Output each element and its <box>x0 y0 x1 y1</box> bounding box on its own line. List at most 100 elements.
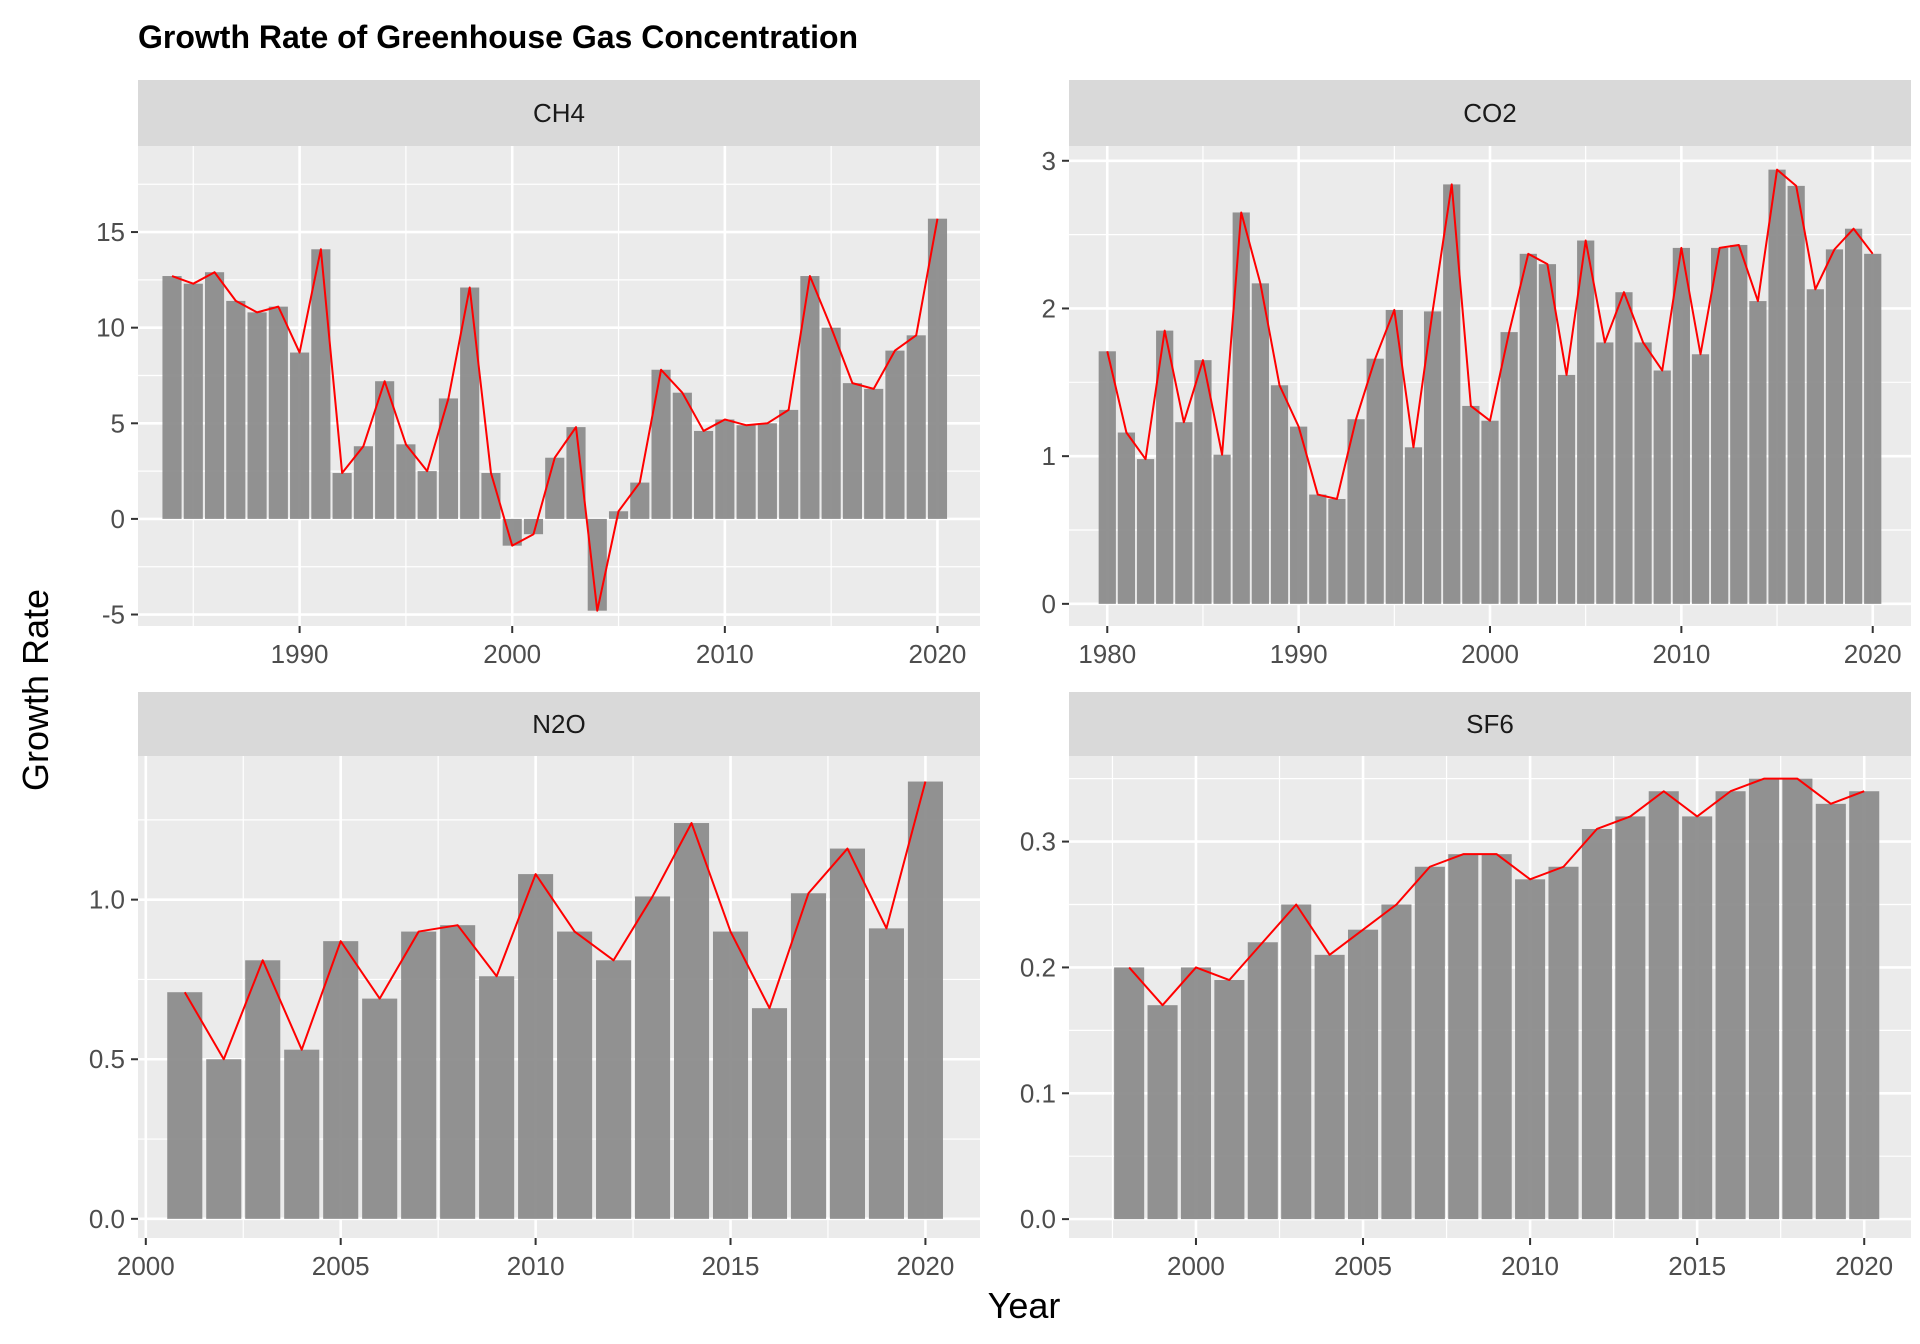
bar-co2-2020 <box>1864 253 1882 604</box>
bar-ch4-2017 <box>864 388 884 519</box>
bar-ch4-2000 <box>502 518 522 546</box>
bar-co2-2011 <box>1691 354 1710 604</box>
y-tick-label: 15 <box>96 217 125 247</box>
strip-sf6 <box>1069 692 1911 756</box>
bar-n2o-2019 <box>868 928 904 1219</box>
bar-co2-1993 <box>1347 419 1365 604</box>
bar-sf6-2002 <box>1247 942 1278 1220</box>
bar-sf6-2003 <box>1281 904 1312 1220</box>
x-tick-label: 2005 <box>312 1251 370 1281</box>
strip-label-ch4: CH4 <box>533 98 585 128</box>
bar-co2-2010 <box>1672 247 1690 604</box>
bar-co2-2019 <box>1844 228 1863 604</box>
bar-sf6-2014 <box>1648 791 1679 1220</box>
strip-co2 <box>1069 80 1911 146</box>
bar-sf6-1998 <box>1114 967 1145 1220</box>
bar-co2-1981 <box>1117 432 1136 604</box>
x-tick-label: 1990 <box>1270 639 1328 669</box>
y-axis-title: Growth Rate <box>15 589 56 791</box>
y-tick-label: 2 <box>1042 293 1056 323</box>
bar-co2-2001 <box>1500 332 1518 604</box>
bar-co2-2017 <box>1806 289 1824 604</box>
y-tick-label: 5 <box>111 408 125 438</box>
y-tick-label: 0.1 <box>1020 1078 1056 1108</box>
x-tick-label: 2010 <box>1652 639 1710 669</box>
bar-sf6-2010 <box>1515 879 1546 1220</box>
bar-n2o-2008 <box>440 925 476 1219</box>
bar-co2-2005 <box>1577 240 1595 604</box>
bar-ch4-1998 <box>460 287 480 519</box>
bar-sf6-2012 <box>1581 828 1612 1220</box>
bar-sf6-2000 <box>1180 967 1212 1220</box>
bar-ch4-2007 <box>651 369 671 519</box>
bar-n2o-2002 <box>206 1059 242 1219</box>
strip-n2o <box>138 692 980 756</box>
bar-ch4-1995 <box>396 444 416 519</box>
bar-sf6-2007 <box>1414 866 1445 1220</box>
y-tick-label: 0.5 <box>89 1044 125 1074</box>
x-tick-label: 1980 <box>1078 639 1136 669</box>
bar-co2-2013 <box>1730 244 1748 604</box>
bar-co2-1998 <box>1443 184 1461 604</box>
bar-co2-2004 <box>1557 374 1576 604</box>
bar-co2-2014 <box>1749 301 1767 604</box>
bar-co2-1983 <box>1156 330 1174 604</box>
x-tick-label: 2020 <box>909 639 967 669</box>
x-axis-title: Year <box>988 1285 1061 1326</box>
y-tick-label: 3 <box>1042 146 1056 176</box>
bar-co2-2016 <box>1787 185 1805 604</box>
bar-ch4-2013 <box>779 409 799 519</box>
bar-ch4-1994 <box>375 381 395 519</box>
bar-n2o-2006 <box>362 998 398 1219</box>
y-tick-label: 0.0 <box>1020 1204 1056 1234</box>
bar-ch4-2016 <box>842 383 862 519</box>
bar-ch4-2004 <box>587 518 607 611</box>
x-tick-label: 2020 <box>897 1251 955 1281</box>
trend-line-co2 <box>1106 168 1874 500</box>
bar-n2o-2020 <box>907 781 943 1219</box>
bar-sf6-2008 <box>1448 854 1479 1220</box>
panel-co2: CO2 1980 1990 2000 2010 2020 0 1 2 3 <box>1042 80 1911 669</box>
strip-label-sf6: SF6 <box>1466 709 1514 739</box>
bar-sf6-2001 <box>1214 980 1245 1220</box>
bar-co2-1994 <box>1366 358 1384 604</box>
bar-n2o-2011 <box>557 931 593 1219</box>
bar-co2-2012 <box>1711 247 1729 604</box>
bar-co2-2009 <box>1653 370 1671 604</box>
chart-title: Growth Rate of Greenhouse Gas Concentrat… <box>138 19 858 55</box>
panel-n2o: N2O 2000 2005 2010 2015 2020 0.0 0.5 1.0 <box>89 692 980 1281</box>
bar-co2-1992 <box>1328 498 1346 604</box>
x-tick-label: 2015 <box>702 1251 760 1281</box>
y-tick-label: 0 <box>1042 589 1056 619</box>
x-tick-label: 2020 <box>1844 639 1902 669</box>
bar-n2o-2013 <box>635 896 671 1219</box>
bar-sf6-2011 <box>1548 866 1579 1220</box>
bar-n2o-2018 <box>829 848 866 1219</box>
x-tick-label: 2020 <box>1835 1251 1893 1281</box>
bar-ch4-2019 <box>906 335 926 519</box>
bar-n2o-2014 <box>673 823 710 1219</box>
y-tick-label: 1 <box>1042 441 1056 471</box>
bar-co2-2007 <box>1615 292 1633 604</box>
bar-sf6-2005 <box>1347 929 1379 1220</box>
trend-line-n2o <box>183 781 927 1061</box>
x-tick-label: 2005 <box>1334 1251 1392 1281</box>
bar-ch4-2001 <box>523 518 544 535</box>
bar-ch4-1996 <box>417 471 437 519</box>
bar-ch4-1991 <box>311 249 331 519</box>
x-tick-label: 2010 <box>696 639 754 669</box>
bar-ch4-2008 <box>672 392 692 519</box>
x-tick-label: 2000 <box>1167 1251 1225 1281</box>
bar-ch4-2018 <box>885 350 905 519</box>
x-tick-label: 2000 <box>483 639 541 669</box>
bar-ch4-1997 <box>438 398 459 519</box>
bar-n2o-2015 <box>712 931 749 1219</box>
panel-sf6: SF6 2000 2005 2010 2015 2020 0.0 0.1 0.2 0.3 <box>1020 692 1911 1281</box>
bar-sf6-2019 <box>1815 803 1846 1220</box>
bar-sf6-2017 <box>1748 778 1780 1220</box>
bar-co2-1984 <box>1175 422 1193 604</box>
bar-co2-1989 <box>1270 385 1289 604</box>
bar-n2o-2017 <box>790 893 827 1219</box>
